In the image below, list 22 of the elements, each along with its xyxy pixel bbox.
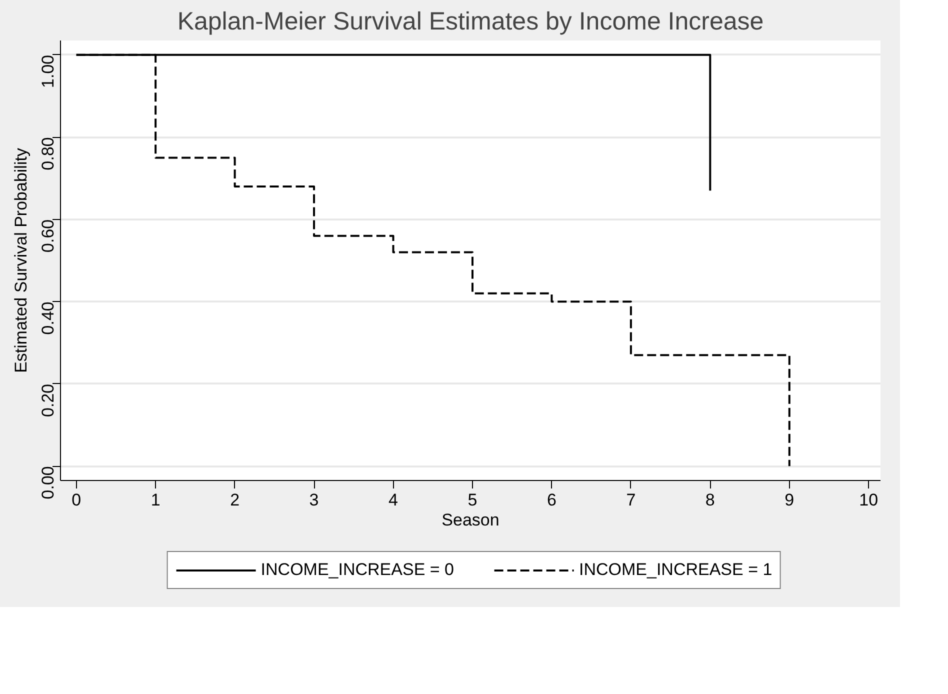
x-tick-label: 1	[150, 490, 160, 510]
y-tick-label: 1.00	[38, 54, 58, 88]
x-tick-label: 6	[546, 490, 556, 510]
x-tick-label: 3	[309, 490, 319, 510]
x-axis-title: Season	[442, 510, 500, 530]
x-tick-label: 8	[705, 490, 715, 510]
legend-label: INCOME_INCREASE = 1	[579, 560, 772, 580]
x-tick-label: 10	[859, 490, 878, 510]
x-tick-label: 2	[230, 490, 240, 510]
y-tick-label: 0.20	[38, 384, 58, 417]
chart-title: Kaplan-Meier Survival Estimates by Income Increase	[177, 8, 764, 36]
x-tick-label: 9	[784, 490, 794, 510]
y-tick-label: 0.00	[38, 466, 58, 500]
y-tick-label: 0.60	[38, 219, 58, 252]
x-tick-label: 0	[72, 490, 82, 510]
y-tick-label: 0.40	[38, 302, 58, 335]
legend-label: INCOME_INCREASE = 0	[260, 560, 454, 580]
x-tick-label: 4	[388, 490, 398, 510]
y-tick-label: 0.80	[38, 137, 58, 170]
x-tick-label: 5	[468, 490, 478, 510]
y-axis-title: Estimated Survival Probability	[12, 148, 30, 373]
x-tick-label: 7	[626, 490, 636, 510]
